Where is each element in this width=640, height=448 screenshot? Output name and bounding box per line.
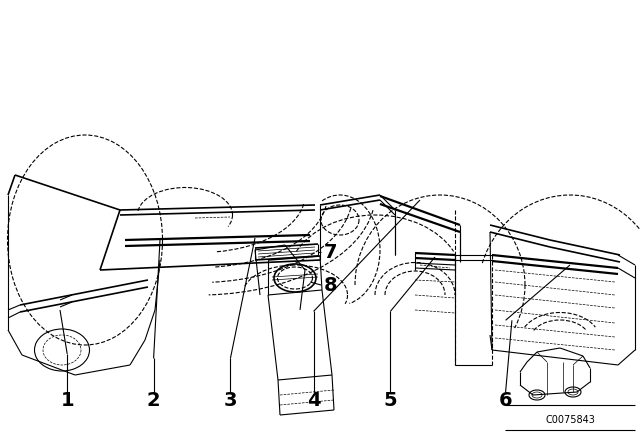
Text: 7: 7 [324,242,337,262]
Text: 5: 5 [383,392,397,410]
Text: 6: 6 [499,392,513,410]
Text: 2: 2 [147,392,161,410]
Text: 1: 1 [60,392,74,410]
Text: 4: 4 [307,392,321,410]
Text: 3: 3 [223,392,237,410]
Text: 8: 8 [324,276,338,294]
Text: C0075843: C0075843 [545,415,595,425]
